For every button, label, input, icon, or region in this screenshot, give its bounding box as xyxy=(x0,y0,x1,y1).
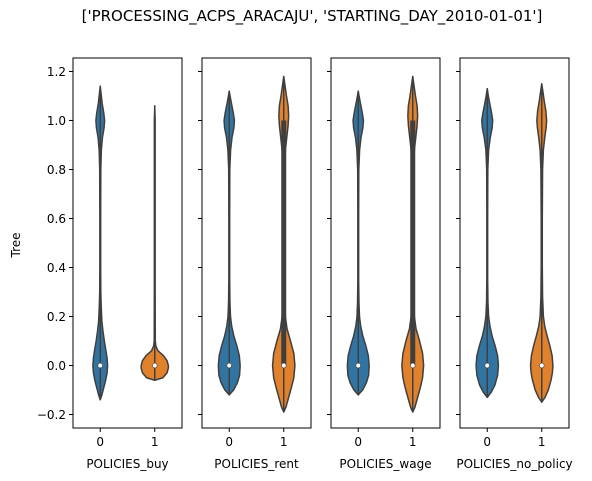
y-tick-label: 0.2 xyxy=(47,310,66,324)
panel-frame xyxy=(459,57,570,429)
panel-frame xyxy=(330,57,441,429)
y-tick-label: 1.0 xyxy=(47,114,66,128)
y-tick-label: −0.2 xyxy=(37,408,66,422)
x-axis-label: POLICIES_buy xyxy=(86,457,168,471)
y-tick-label: 0.0 xyxy=(47,359,66,373)
violin-median xyxy=(484,362,490,369)
panel-POLICIES_buy: 0 1 POLICIES_buy xyxy=(72,57,183,471)
panel-POLICIES_no_policy: 0 1 POLICIES_no_policy xyxy=(456,57,573,471)
violin-median xyxy=(226,362,232,369)
x-tick-label: 1 xyxy=(151,435,159,449)
x-tick-label: 1 xyxy=(538,435,546,449)
violin-median xyxy=(410,362,416,369)
panel-POLICIES_wage: 0 1 POLICIES_wage xyxy=(327,57,441,471)
violin-panels: 0 1 POLICIES_buy 0 1 POLICIES_rent 0 1 POLICIES_… xyxy=(72,57,573,471)
y-tick-label: 0.8 xyxy=(47,163,66,177)
x-axis-label: POLICIES_rent xyxy=(214,457,299,471)
panel-frame xyxy=(72,57,183,429)
x-axis-label: POLICIES_wage xyxy=(339,457,431,471)
violin-median xyxy=(539,362,545,369)
panel-frame xyxy=(201,57,312,429)
y-tick-label: 1.2 xyxy=(47,65,66,79)
x-axis-label: POLICIES_no_policy xyxy=(456,457,572,471)
figure-title: ['PROCESSING_ACPS_ARACAJU', 'STARTING_DA… xyxy=(82,7,543,26)
x-tick-label: 0 xyxy=(225,435,233,449)
x-tick-label: 1 xyxy=(409,435,417,449)
panel-POLICIES_rent: 0 1 POLICIES_rent xyxy=(198,57,312,471)
x-tick-label: 0 xyxy=(483,435,491,449)
x-tick-label: 1 xyxy=(280,435,288,449)
y-axis-label: Tree xyxy=(9,232,23,258)
x-tick-label: 0 xyxy=(96,435,104,449)
violin-median xyxy=(152,362,158,369)
x-tick-label: 0 xyxy=(354,435,362,449)
violin-median xyxy=(97,362,103,369)
violin-median xyxy=(355,362,361,369)
y-tick-label: 0.4 xyxy=(47,261,66,275)
y-tick-label: 0.6 xyxy=(47,212,66,226)
violin-median xyxy=(281,362,287,369)
y-axis-ticks: −0.2 0.0 0.2 0.4 0.6 0.8 1.0 1.2 xyxy=(37,65,73,422)
